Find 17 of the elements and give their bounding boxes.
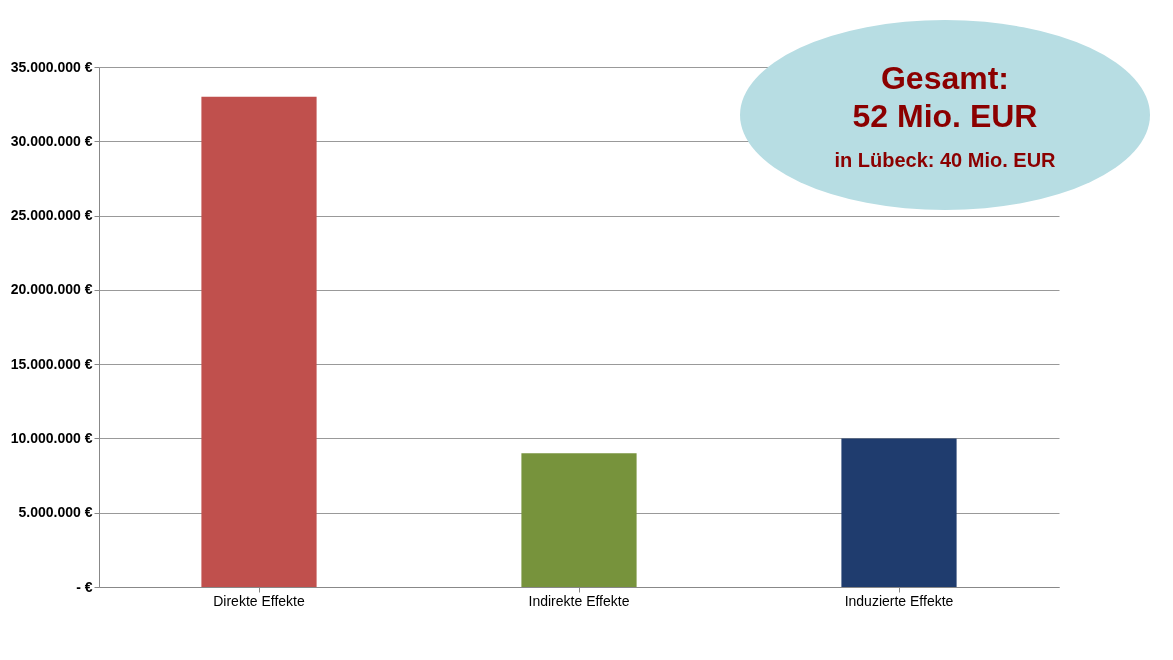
y-tick-label: - € (76, 578, 93, 595)
y-tick-label: 5.000.000 € (18, 504, 93, 521)
x-tick-label: Induzierte Effekte (844, 592, 954, 609)
annotation: 52 Mio. EUR (852, 96, 1038, 135)
bar (201, 96, 317, 587)
y-tick-label: 20.000.000 € (10, 281, 93, 298)
annotation: in Lübeck: 40 Mio. EUR (834, 148, 1056, 172)
y-tick-label: 30.000.000 € (10, 132, 93, 149)
bar (521, 453, 637, 587)
annotation: Gesamt: (880, 58, 1010, 97)
x-tick-label: Indirekte Effekte (528, 592, 630, 609)
bar (841, 438, 957, 587)
y-tick-label: 35.000.000 € (10, 58, 93, 75)
y-tick-label: 15.000.000 € (10, 355, 93, 372)
x-tick-label: Direkte Effekte (213, 592, 305, 609)
y-tick-label: 10.000.000 € (10, 429, 93, 446)
y-tick-label: 25.000.000 € (10, 207, 93, 224)
